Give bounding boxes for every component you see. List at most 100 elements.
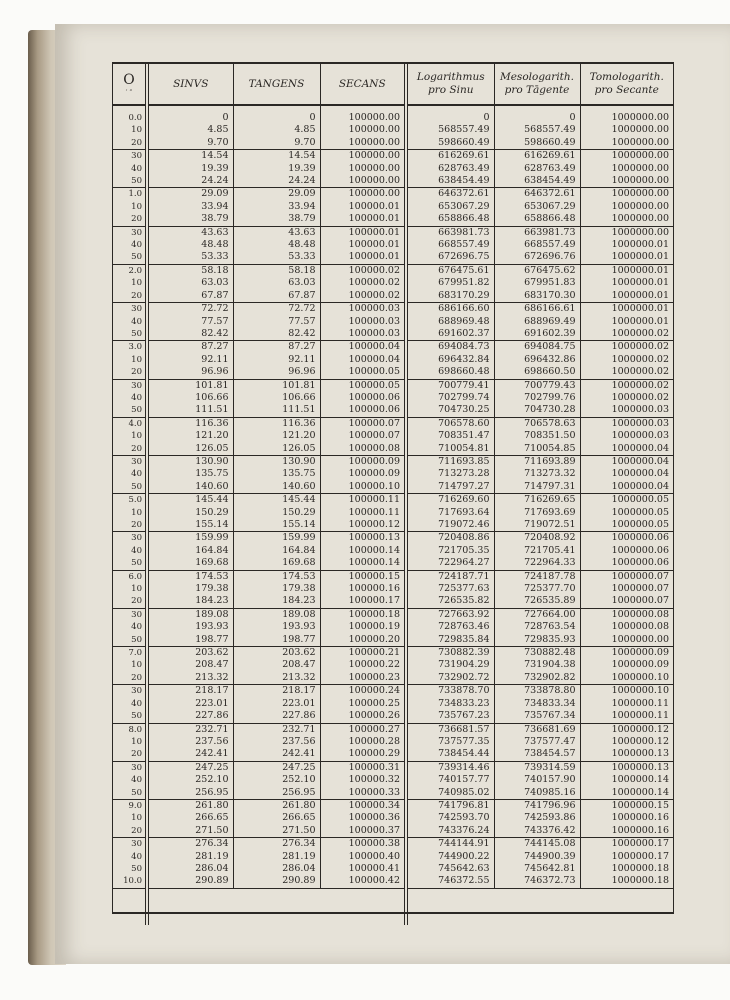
cell-sinus: 159.99: [147, 531, 234, 545]
cell-mesologarith-pro-tagente: 724187.78: [494, 569, 581, 584]
cell-logarithmus-pro-sinu: 696432.84: [406, 353, 495, 367]
cell-arc: 6.0: [113, 569, 149, 584]
cell-mesologarith-pro-tagente: 0: [494, 105, 581, 125]
cell-sinus: 126.05: [147, 442, 234, 456]
cell-secans: 100000.14: [320, 557, 408, 571]
cell-mesologarith-pro-tagente: 740157.90: [494, 774, 581, 787]
cell-arc: 5.0: [113, 493, 149, 507]
cell-secans: 100000.12: [320, 519, 408, 532]
cell-tangens: 213.32: [233, 671, 321, 685]
cell-secans: 100000.01: [320, 251, 408, 265]
cell-secans: 100000.05: [320, 366, 408, 380]
cell-tomologarith-pro-secante: 1000000.00: [580, 225, 673, 240]
cell-sinus: 121.20: [147, 430, 234, 443]
cell-mesologarith-pro-tagente: 668557.49: [494, 239, 581, 252]
cell-tangens: 203.62: [233, 646, 321, 660]
table-row: 40 252.10 252.10 100000.32 740157.77 740157.9…: [113, 774, 673, 787]
cell-arc: 40: [113, 621, 149, 634]
cell-sinus: 63.03: [147, 277, 234, 290]
cell-secans: 100000.03: [320, 327, 408, 341]
cell-arc: 10: [113, 430, 149, 443]
cell-mesologarith-pro-tagente: 616269.61: [494, 149, 581, 163]
table-row: 20 213.32 213.32 100000.23 732902.72 732902.8…: [113, 671, 673, 685]
cell-secans: 100000.19: [320, 621, 408, 634]
cell-tomologarith-pro-secante: 1000000.00: [580, 149, 673, 163]
cell-tangens: 140.60: [233, 480, 321, 494]
cell-arc: 20: [113, 366, 149, 380]
cell-tomologarith-pro-secante: 1000000.00: [611, 112, 669, 123]
cell-tangens: 101.81: [233, 378, 321, 392]
cell-logarithmus-pro-sinu: 730882.39: [406, 646, 495, 660]
cell-sinus: 33.94: [147, 200, 234, 214]
cell-sinus: 9.70: [147, 136, 234, 150]
table-row: 30 218.17 218.17 100000.24 733878.70 733878.8…: [113, 684, 673, 698]
cell-logarithmus-pro-sinu: 724187.71: [406, 569, 495, 584]
cell-mesologarith-pro-tagente: 691602.39: [494, 327, 581, 341]
table-row: 8.0 232.71 232.71 100000.27 736681.57 736681.…: [113, 722, 673, 736]
cell-logarithmus-pro-sinu: 745642.63: [406, 862, 495, 876]
cell-tangens: 276.34: [233, 837, 321, 851]
cell-arc: 20: [113, 671, 149, 685]
cell-arc: 10: [113, 506, 149, 519]
cell-tomologarith-pro-secante: 1000000.02: [611, 327, 669, 339]
table-row: 30 43.63 43.63 100000.01 663981.73 663981.73 1…: [113, 225, 673, 240]
cell-mesologarith-pro-tagente: 727664.00: [494, 607, 581, 622]
cell-secans: 100000.08: [320, 442, 408, 456]
cell-secans: 100000.36: [320, 812, 408, 825]
cell-logarithmus-pro-sinu: 638454.49: [406, 175, 495, 188]
cell-tomologarith-pro-secante: 1000000.01: [580, 263, 673, 278]
cell-secans: 100000.02: [320, 263, 408, 278]
cell-mesologarith-pro-tagente: 741796.96: [494, 798, 581, 813]
cell-sinus: 135.75: [147, 468, 234, 481]
cell-tangens: 261.80: [233, 798, 321, 813]
cell-secans: 100000.42: [320, 875, 408, 889]
cell-logarithmus-pro-sinu: 722964.27: [406, 557, 495, 571]
cell-arc: 1.0: [113, 187, 149, 201]
cell-sinus: 276.34: [147, 837, 234, 851]
cell-secans: 100000.04: [320, 353, 408, 367]
header-meso-tangens: Mesologarith. pro Tāgente: [494, 64, 581, 106]
cell-tangens: 256.95: [233, 786, 321, 800]
table-row: 10 4.85 4.85 100000.00 568557.49 568557.49 100…: [113, 124, 673, 137]
table-row: 20 38.79 38.79 100000.01 658866.48 658866.48 1…: [113, 213, 673, 227]
cell-arc: 20: [113, 442, 149, 456]
cell-tangens: 281.19: [233, 850, 321, 863]
cell-tomologarith-pro-secante: 1000000.07: [580, 569, 673, 584]
cell-tangens: 159.99: [233, 531, 321, 545]
cell-secans: 100000.04: [320, 340, 408, 354]
cell-mesologarith-pro-tagente: 745642.81: [494, 862, 581, 876]
cell-mesologarith-pro-tagente: 598660.49: [494, 136, 581, 150]
cell-arc: 40: [113, 315, 149, 328]
cell-tomologarith-pro-secante: 1000000.02: [580, 340, 673, 354]
cell-tomologarith-pro-secante: 1000000.01: [611, 315, 669, 327]
cell-arc: 50: [113, 557, 149, 571]
cell-arc: 30: [113, 684, 149, 698]
cell-secans: 100000.00: [320, 136, 408, 150]
cell-mesologarith-pro-tagente: 740985.16: [494, 786, 581, 800]
cell-tangens: 87.27: [233, 340, 321, 354]
cell-logarithmus-pro-sinu: 706578.60: [406, 416, 495, 431]
cell-secans: 100000.14: [320, 544, 408, 558]
cell-logarithmus-pro-sinu: 691602.37: [406, 327, 495, 341]
cell-sinus: 4.85: [147, 124, 234, 137]
cell-arc: 40: [113, 774, 149, 787]
cell-tangens: 223.01: [233, 697, 321, 711]
cell-secans: 100000.13: [320, 531, 408, 545]
table-row: 3.0 87.27 87.27 100000.04 694084.73 694084.75…: [113, 340, 673, 354]
table-row: 50 198.77 198.77 100000.20 729835.84 729835.9…: [113, 633, 673, 647]
cell-mesologarith-pro-tagente: 729835.93: [494, 633, 581, 647]
cell-mesologarith-pro-tagente: 717693.69: [494, 506, 581, 519]
cell-tangens: 174.53: [233, 569, 321, 584]
cell-logarithmus-pro-sinu: 698660.48: [406, 366, 495, 380]
cell-arc: 30: [113, 378, 149, 392]
cell-tangens: 106.66: [233, 391, 321, 405]
cell-tangens: 29.09: [233, 187, 321, 201]
cell-tangens: 135.75: [233, 468, 321, 481]
table-row: 1.0 29.09 29.09 100000.00 646372.61 646372.61…: [113, 187, 673, 201]
cell-arc: 10: [113, 200, 149, 214]
cell-tomologarith-pro-secante: 1000000.03: [580, 416, 673, 431]
cell-tomologarith-pro-secante: 1000000.15: [580, 798, 673, 813]
header-log-sinus: Logarithmus pro Sinu: [406, 64, 495, 106]
cell-secans: 100000.24: [320, 684, 408, 698]
cell-logarithmus-pro-sinu: 740985.02: [406, 786, 495, 800]
